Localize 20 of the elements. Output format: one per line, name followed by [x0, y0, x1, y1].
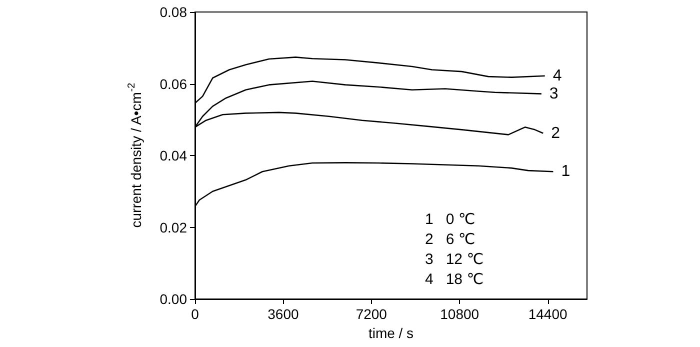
x-tick-label: 7200 [356, 306, 388, 322]
x-tick-label: 10800 [440, 306, 480, 322]
x-tick-label: 3600 [268, 306, 299, 322]
series-label: 1 [561, 163, 570, 180]
annotation: 1 0 ℃ [425, 211, 476, 228]
annotation: 2 6 ℃ [425, 231, 476, 248]
series-label: 3 [549, 85, 558, 102]
y-tick-label: 0.04 [160, 148, 188, 164]
series-label: 4 [552, 67, 562, 84]
x-axis-title: time / s [368, 324, 414, 341]
x-tick-label: 14400 [528, 306, 568, 322]
y-tick-label: 0.08 [160, 4, 188, 20]
annotation: 3 12 ℃ [425, 251, 484, 268]
annotation: 4 18 ℃ [425, 271, 484, 288]
y-axis-title: current density / A•cm-2 [126, 82, 144, 228]
y-tick-label: 0.06 [160, 76, 188, 92]
series-label: 2 [551, 124, 560, 142]
y-tick-label: 0.00 [160, 291, 188, 307]
x-tick-label: 0 [191, 306, 200, 322]
y-tick-label: 0.02 [160, 219, 188, 236]
